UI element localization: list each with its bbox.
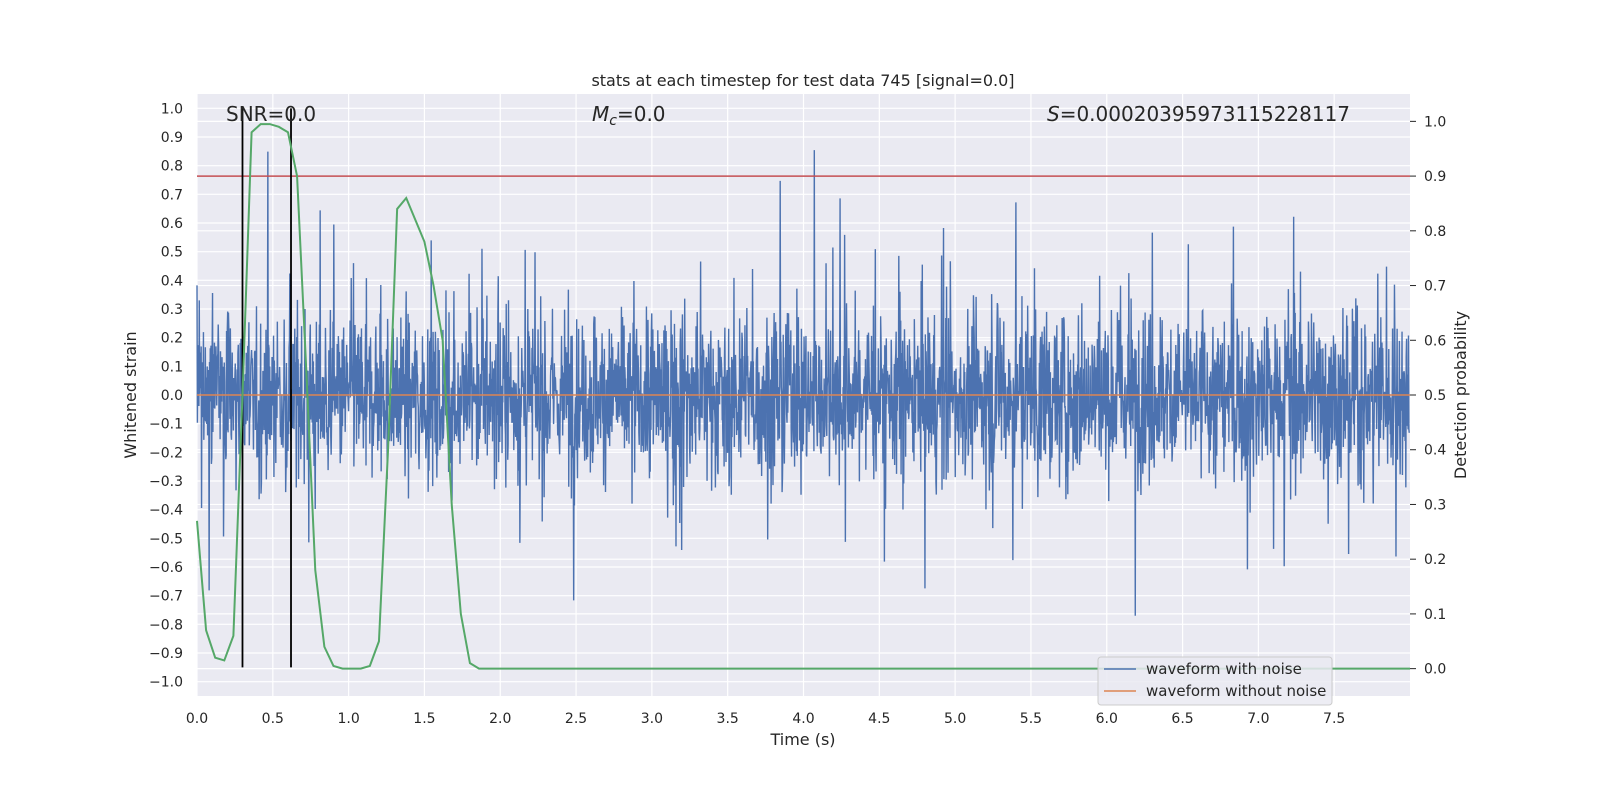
y2-tick-label: 0.3 — [1424, 497, 1446, 513]
y-tick-label: −0.2 — [149, 445, 183, 461]
y2-tick-label: 0.2 — [1424, 552, 1446, 568]
y2-tick-label: 0.4 — [1424, 443, 1446, 459]
y-tick-label: −0.5 — [149, 531, 183, 547]
x-tick-label: 0.0 — [186, 711, 208, 727]
series-waveform-with-noise — [196, 150, 1410, 616]
y-tick-label: 0.9 — [161, 130, 183, 146]
s-value: =0.0002039597311522811​7 — [1060, 102, 1350, 126]
x-tick-label: 1.0 — [337, 711, 359, 727]
y2-tick-label: 0.0 — [1424, 662, 1446, 678]
x-tick-label: 1.5 — [413, 711, 435, 727]
x-tick-label: 2.5 — [565, 711, 587, 727]
y-tick-label: −1.0 — [149, 675, 183, 691]
x-tick-label: 6.5 — [1171, 711, 1193, 727]
y2-tick-label: 0.5 — [1424, 388, 1446, 404]
legend-label-noise: waveform with noise — [1146, 660, 1302, 678]
y-tick-label: −0.3 — [149, 474, 183, 490]
y-tick-label: 0.2 — [161, 331, 183, 347]
y-tick-label: −0.8 — [149, 617, 183, 633]
y-tick-label: 0.6 — [161, 216, 183, 232]
y2-tick-label: 0.6 — [1424, 333, 1446, 349]
x-tick-label: 3.0 — [641, 711, 663, 727]
y-tick-label: 0.4 — [161, 273, 183, 289]
x-tick-label: 2.0 — [489, 711, 511, 727]
x-tick-label: 5.5 — [1020, 711, 1042, 727]
snr-annotation: SNR=0.0 — [226, 102, 316, 126]
y-tick-label: −0.1 — [149, 417, 183, 433]
left-axis-ticks: −1.0 −0.9 −0.8 −0.7 −0.6 −0.5 −0.4 −0.3 −0.2 −0.1… — [149, 101, 183, 690]
y-tick-label: −0.9 — [149, 646, 183, 662]
chirp-mass-annotation: Mc=0.0 — [592, 102, 666, 129]
y-tick-label: 0.5 — [161, 245, 183, 261]
series-detection-probability — [196, 123, 1410, 670]
x-axis-label: Time (s) — [769, 730, 835, 749]
y-axis-label: Whitened strain — [121, 331, 140, 458]
chart-title: stats at each timestep for test data 745… — [591, 71, 1014, 90]
x-tick-label: 0.5 — [262, 711, 284, 727]
legend-box — [1097, 656, 1333, 706]
y2-tick-label: 0.9 — [1424, 169, 1446, 185]
y2-tick-label: 0.8 — [1424, 224, 1446, 240]
x-axis-ticks: 0.0 0.5 1.0 1.5 2.0 2.5 3.0 3.5 4.0 4.5 5.0 5.5 6.0 6… — [186, 711, 1345, 727]
chirp-mass-subscript: c — [609, 113, 617, 129]
y2-tick-label: 0.7 — [1424, 279, 1446, 295]
chirp-mass-value: =0.0 — [617, 102, 666, 126]
x-tick-label: 3.5 — [717, 711, 739, 727]
x-tick-label: 5.0 — [944, 711, 966, 727]
y-tick-label: −0.4 — [149, 503, 183, 519]
right-axis-ticks: 0.0 0.1 0.2 0.3 0.4 0.5 0.6 0.7 0.8 0.9 1.0 — [1410, 114, 1446, 678]
y2-tick-label: 1.0 — [1424, 114, 1446, 130]
y-tick-label: −0.6 — [149, 560, 183, 576]
y-tick-label: 0.7 — [161, 187, 183, 203]
s-symbol: S — [1047, 102, 1060, 126]
x-tick-label: 4.0 — [792, 711, 814, 727]
y-tick-label: 1.0 — [161, 101, 183, 117]
x-tick-label: 6.0 — [1096, 711, 1118, 727]
y-tick-label: 0.0 — [161, 388, 183, 404]
y-tick-label: 0.8 — [161, 159, 183, 175]
y-tick-label: 0.3 — [161, 302, 183, 318]
y2-axis-label: Detection probability — [1451, 311, 1470, 479]
s-annotation: S=0.0002039597311522811​7 — [1047, 102, 1350, 126]
x-tick-label: 7.0 — [1247, 711, 1269, 727]
y2-tick-label: 0.1 — [1424, 607, 1446, 623]
x-tick-label: 4.5 — [868, 711, 890, 727]
y-tick-label: −0.7 — [149, 589, 183, 605]
y-tick-label: 0.1 — [161, 359, 183, 375]
x-tick-label: 7.5 — [1323, 711, 1345, 727]
legend: waveform with noise waveform without noi… — [1097, 656, 1333, 706]
chirp-mass-symbol: M — [592, 102, 609, 126]
legend-label-clean: waveform without noise — [1146, 682, 1326, 700]
data-marks — [196, 108, 1410, 670]
